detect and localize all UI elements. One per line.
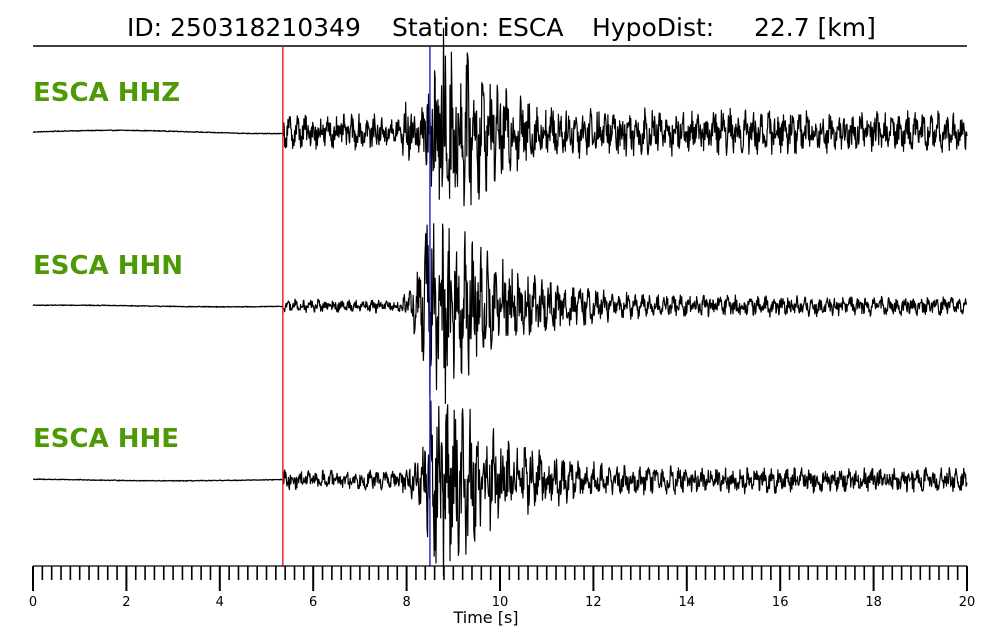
x-tick-label: 4 [216,595,224,610]
x-axis-ticks: 0 2 4 6 8 10 12 14 16 18 20 [29,566,975,610]
x-tick-label: 20 [959,595,976,610]
x-tick-label: 0 [29,595,37,610]
x-tick-label: 10 [492,595,509,610]
channel-label-hhz: ESCA HHZ [33,78,180,108]
x-tick-label: 18 [865,595,882,610]
x-tick-label: 2 [122,595,130,610]
x-axis-label: Time [s] [452,608,518,627]
title-id: ID: 250318210349 [127,13,361,42]
trace-hhe [32,400,968,577]
trace-hhn [32,223,968,404]
x-tick-label: 16 [772,595,789,610]
x-tick-label: 12 [585,595,602,610]
channel-label-hhn: ESCA HHN [33,251,183,281]
x-tick-label: 8 [402,595,410,610]
trace-hhz [32,27,968,207]
channel-label-hhe: ESCA HHE [33,424,179,454]
x-tick-label: 14 [679,595,696,610]
x-tick-label: 6 [309,595,317,610]
title-hypodist: HypoDist: 22.7 [km] [592,13,876,42]
title-station: Station: ESCA [392,13,563,42]
